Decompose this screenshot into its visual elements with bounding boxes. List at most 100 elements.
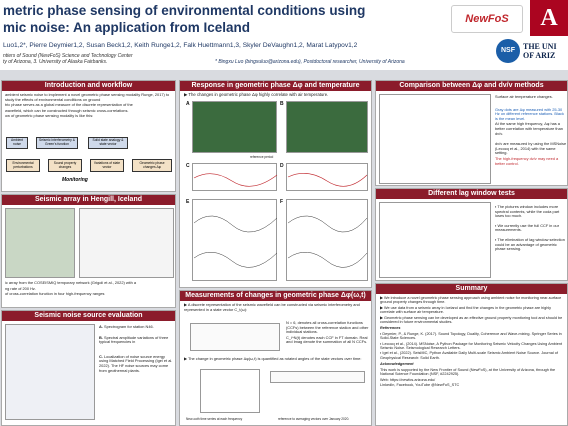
timeseries — [192, 163, 277, 191]
university-name: THE UNI OF ARIZ — [523, 42, 557, 60]
ua-logo: A — [530, 0, 568, 36]
panel-text: ▶ The changes in geometric phase Δφ high… — [184, 92, 329, 97]
workflow-box: Environmental perturbations — [6, 159, 40, 172]
text: ng rate of 200 Hz. — [5, 285, 36, 291]
annotation: New-ooth time series at each frequency — [186, 417, 243, 421]
heatmap — [286, 101, 368, 153]
text: We use data from a seismic array in Icel… — [380, 305, 552, 315]
heatmap — [192, 101, 277, 153]
panel-measurement: Measurements of changes in geometric pha… — [179, 290, 372, 426]
vector-diagram — [200, 369, 260, 413]
reference: ▪ Lecocq et al., (2014). MSNoise, A Pyth… — [380, 341, 563, 351]
label: A. — [99, 324, 103, 329]
panel-lag: Different lag window tests ▪ The picture… — [375, 188, 568, 281]
label: C. — [99, 353, 103, 359]
panel-text: ▶ A discrete representation of the seism… — [184, 302, 360, 312]
text: Localization of noise source energy usin… — [99, 353, 173, 373]
text: The elimination of lag window selection … — [495, 236, 565, 252]
text: ambient seismic noise to implement a nov… — [5, 92, 170, 102]
panel-title: Comparison between Δφ and dv/v methods — [376, 81, 567, 91]
reference: ▪ Igel et al., (2022). SeisMIC, Python A… — [380, 351, 558, 360]
reference: Lecocq et al., (2014). MSNoise, A Python… — [380, 341, 563, 351]
workflow-box: Ambient noise — [6, 137, 28, 149]
text: We currently use the full CCF in our mea… — [495, 222, 560, 233]
text: C_i^N(t) denotes each CCF in FT domain. … — [286, 334, 368, 345]
text: tric phase serves as a global measure of… — [5, 102, 133, 108]
workflow-label: Monitoring — [62, 177, 88, 183]
panel-text: ic array from the COSEISMIQ temporary ne… — [5, 280, 175, 298]
panel-title: Different lag window tests — [376, 189, 567, 199]
workflow-box: Sound property changes — [48, 159, 82, 172]
text: C. Localization of noise source energy u… — [99, 353, 175, 373]
panel-title: Seismic noise source evaluation — [2, 311, 175, 321]
university-name-line: THE UNI — [523, 42, 557, 51]
panel-intro: Introduction and workflow ambient seismi… — [1, 80, 176, 192]
timeseries — [286, 163, 368, 191]
affiliation: ntiers of Sound (NewFoS) Science and Tec… — [3, 53, 133, 59]
figure-label: D — [280, 163, 284, 169]
text: The changes in geometric phase Δφ highly… — [188, 92, 329, 97]
panel-title: Response in geometric phase Δφ and tempe… — [180, 81, 371, 91]
heading: Acknowledgement — [380, 362, 414, 367]
text: Gray dots are Δφ measured with 25-30 Hz … — [495, 106, 564, 121]
figure-label: F — [280, 199, 284, 205]
title: mic noise: An application from Iceland — [3, 20, 251, 35]
panel-text: ▶ We introduce a novel geometric phase s… — [376, 294, 567, 390]
reference: Deymier, P., & Runge, K. (2017). Sound T… — [380, 331, 562, 341]
figure-label: E — [186, 199, 190, 205]
ccf-figure — [79, 208, 174, 278]
panel-text: ▪ The pictures window includes more spec… — [495, 204, 567, 253]
figure-label: B — [280, 101, 284, 107]
text: wavefield, which can be constructed thro… — [5, 107, 129, 113]
contact: * Bingxu Luo (bingxuluo@arizona.edu), Po… — [215, 59, 405, 65]
comparison-figure — [379, 94, 491, 184]
title: metric phase sensing of environmental co… — [3, 3, 366, 18]
text: N = 6, denotes all cross-correlation fun… — [286, 320, 369, 335]
link: LinkedIn, Facebook, YouTube @NewFoS_STC — [380, 382, 460, 387]
affiliation: ty of Arizona, 3. University of Alaska F… — [3, 59, 108, 65]
timeseries — [286, 199, 368, 281]
text: of cross-correlation function in four hi… — [5, 291, 105, 297]
authors: Luo1,2*, Pierre Deymier1,2, Susan Beck1,… — [3, 42, 358, 49]
text: A. Spectrogram for station N46. — [99, 324, 175, 330]
text: This work is supported by the New Fronti… — [380, 367, 556, 377]
curve — [193, 173, 368, 187]
annotation: reference period — [250, 155, 274, 159]
panel-title: Summary — [376, 284, 567, 294]
panel-title: Measurements of changes in geometric pha… — [180, 291, 371, 301]
timeseries — [192, 199, 277, 281]
text: ▪ The elimination of lag window selectio… — [495, 236, 565, 252]
text: ic array from the COSEISMIQ temporary ne… — [5, 280, 137, 285]
lag-figure — [379, 202, 491, 278]
label: B. — [99, 334, 103, 340]
text: A discrete representation of the seismic… — [184, 302, 360, 312]
university-name-line: OF ARIZ — [523, 51, 556, 60]
panel-comparison: Comparison between Δφ and dv/v methods S… — [375, 80, 568, 186]
text: ▶ Geometric phase sensing can be develop… — [380, 315, 563, 325]
panel-text: ▶ The change in geometric phase Δφ(ω,t) … — [184, 356, 362, 361]
panel-text: N = 6, denotes all cross-correlation fun… — [286, 320, 370, 346]
nsf-logo: NSF — [496, 39, 520, 63]
text: Spectrogram for station N46. — [104, 324, 154, 329]
annotation: reference to averaging vectors over Janu… — [278, 417, 350, 421]
figure-label: A — [186, 101, 190, 107]
text: The change in geometric phase Δφ(ω,t) is… — [188, 356, 362, 361]
text: The pictures window includes more spectr… — [495, 204, 560, 219]
panel-title: Seismic array in Hengill, Iceland — [2, 195, 175, 205]
link: Web: https://newfos.arizona.edu/ — [380, 377, 436, 382]
figure-label: C — [186, 163, 190, 169]
text: ▪ The pictures window includes more spec… — [495, 204, 560, 219]
text: Spectral amplitude variations of three t… — [99, 334, 169, 345]
panel-text: A. Spectrogram for station N46. B. Spect… — [99, 324, 175, 374]
noise-figure — [5, 324, 95, 420]
text: We introduce a novel geometric phase sen… — [380, 296, 562, 305]
text: At the same high frequency, Δφ has a bet… — [495, 121, 563, 136]
panel-text: Surface air temperature changes. Gray do… — [495, 94, 567, 167]
panel-title: Introduction and workflow — [2, 81, 175, 91]
panel-noise: Seismic noise source evaluation A. Spect… — [1, 310, 176, 426]
workflow-box: Geometric phase changes Δφ — [132, 159, 172, 172]
heading: References — [380, 326, 401, 331]
text: Surface air temperature changes. — [495, 94, 553, 99]
text: dv/v are measured by using the MSNoise (… — [495, 141, 567, 156]
